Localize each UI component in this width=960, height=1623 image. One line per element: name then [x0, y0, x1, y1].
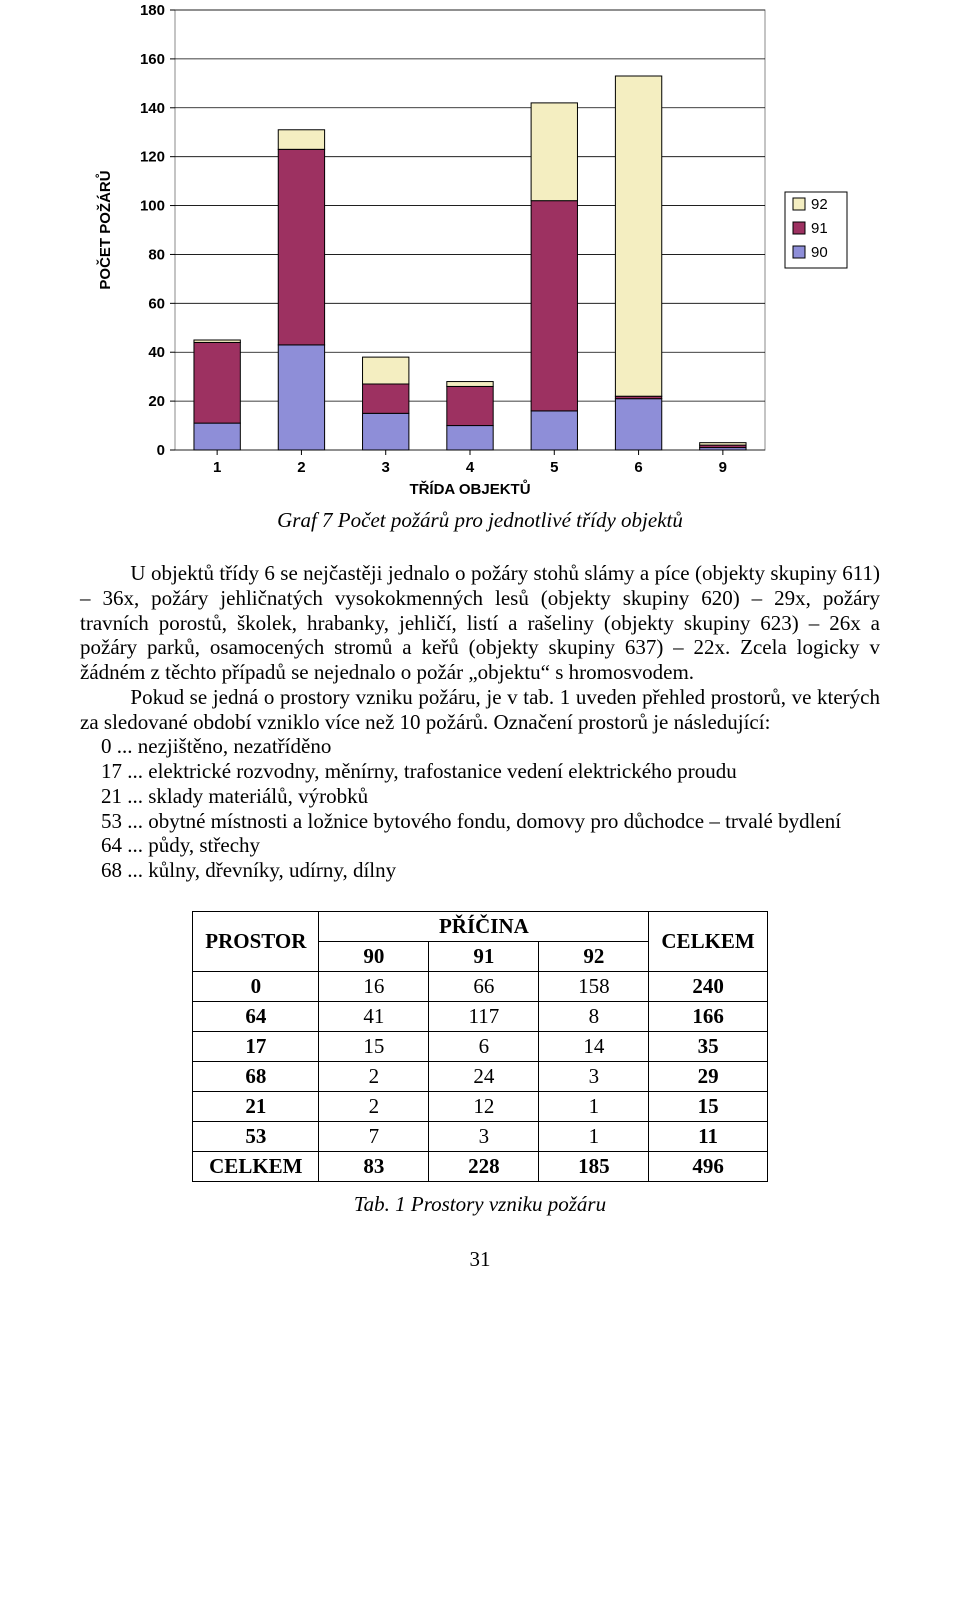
table-cell: CELKEM	[193, 1151, 319, 1181]
table-row: 5373111	[193, 1121, 767, 1151]
paragraph-2: Pokud se jedná o prostory vzniku požáru,…	[80, 685, 880, 735]
table-cell: 1	[539, 1121, 649, 1151]
table-cell: 15	[319, 1031, 429, 1061]
table-cell: 1	[539, 1091, 649, 1121]
chart-caption: Graf 7 Počet požárů pro jednotlivé třídy…	[80, 508, 880, 533]
svg-text:100: 100	[140, 198, 165, 215]
svg-text:6: 6	[634, 459, 642, 476]
table-cell: 2	[319, 1091, 429, 1121]
svg-text:20: 20	[148, 393, 165, 410]
legend-line-68: 68 ... kůlny, dřevníky, udírny, dílny	[80, 858, 880, 883]
table-cell: 53	[193, 1121, 319, 1151]
table-row: 68224329	[193, 1061, 767, 1091]
table-cell: 6	[429, 1031, 539, 1061]
svg-text:1: 1	[213, 459, 221, 476]
table-cell: 11	[649, 1121, 767, 1151]
svg-text:4: 4	[466, 459, 475, 476]
table-cell: 8	[539, 1001, 649, 1031]
table-cell: 16	[319, 971, 429, 1001]
paragraph-1: U objektů třídy 6 se nejčastěji jednalo …	[80, 561, 880, 685]
svg-text:120: 120	[140, 149, 165, 166]
table-cell: 12	[429, 1091, 539, 1121]
table-cell: 3	[429, 1121, 539, 1151]
svg-text:180: 180	[140, 2, 165, 19]
table-cell: 35	[649, 1031, 767, 1061]
table-row: 01666158240	[193, 971, 767, 1001]
table-cell: 14	[539, 1031, 649, 1061]
legend-line-0: 0 ... nezjištěno, nezatříděno	[80, 734, 880, 759]
svg-text:3: 3	[382, 459, 390, 476]
table-cell: 24	[429, 1061, 539, 1091]
legend-line-17: 17 ... elektrické rozvodny, měnírny, tra…	[80, 759, 880, 784]
legend-line-53: 53 ... obytné místnosti a ložnice bytové…	[80, 809, 880, 834]
svg-text:9: 9	[719, 459, 727, 476]
table-cell: 15	[649, 1091, 767, 1121]
th-sub-92: 92	[539, 941, 649, 971]
th-pricina: PŘÍČINA	[319, 911, 649, 941]
table-cell: 3	[539, 1061, 649, 1091]
svg-text:92: 92	[811, 196, 828, 213]
body-text: U objektů třídy 6 se nejčastěji jednalo …	[80, 561, 880, 883]
table-row: 171561435	[193, 1031, 767, 1061]
stacked-bar-chart: 0 20 40 60 80 100 120 140 160 180 POČET POŽÁRŮ 1 2 3 4…	[80, 0, 880, 500]
th-prostor: PROSTOR	[193, 911, 319, 971]
table-cell: 496	[649, 1151, 767, 1181]
svg-text:90: 90	[811, 244, 828, 261]
table-cell: 2	[319, 1061, 429, 1091]
table-cell: 64	[193, 1001, 319, 1031]
table-cell: 83	[319, 1151, 429, 1181]
page-number: 31	[80, 1247, 880, 1272]
table-cell: 158	[539, 971, 649, 1001]
svg-text:91: 91	[811, 220, 828, 237]
table-row: 21212115	[193, 1091, 767, 1121]
svg-text:60: 60	[148, 295, 165, 312]
th-sub-90: 90	[319, 941, 429, 971]
th-celkem: CELKEM	[649, 911, 767, 971]
table-cell: 21	[193, 1091, 319, 1121]
svg-text:POČET POŽÁRŮ: POČET POŽÁRŮ	[95, 170, 114, 289]
svg-text:TŘÍDA OBJEKTŮ: TŘÍDA OBJEKTŮ	[409, 479, 530, 498]
svg-text:5: 5	[550, 459, 558, 476]
th-sub-91: 91	[429, 941, 539, 971]
table-cell: 7	[319, 1121, 429, 1151]
table-row: CELKEM83228185496	[193, 1151, 767, 1181]
table-caption: Tab. 1 Prostory vzniku požáru	[80, 1192, 880, 1217]
table-cell: 66	[429, 971, 539, 1001]
table-cell: 41	[319, 1001, 429, 1031]
table-row: 64411178166	[193, 1001, 767, 1031]
table-cell: 29	[649, 1061, 767, 1091]
legend-line-64: 64 ... půdy, střechy	[80, 833, 880, 858]
table-cell: 17	[193, 1031, 319, 1061]
svg-text:160: 160	[140, 51, 165, 68]
svg-text:2: 2	[297, 459, 305, 476]
table-cell: 166	[649, 1001, 767, 1031]
data-table: PROSTOR PŘÍČINA CELKEM 90 91 92 01666158…	[192, 911, 767, 1182]
legend-line-21: 21 ... sklady materiálů, výrobků	[80, 784, 880, 809]
table-cell: 228	[429, 1151, 539, 1181]
chart-container: 0 20 40 60 80 100 120 140 160 180 POČET POŽÁRŮ 1 2 3 4…	[80, 0, 880, 500]
svg-text:140: 140	[140, 100, 165, 117]
svg-text:80: 80	[148, 246, 165, 263]
table-cell: 68	[193, 1061, 319, 1091]
table-cell: 0	[193, 971, 319, 1001]
table-cell: 240	[649, 971, 767, 1001]
table-cell: 185	[539, 1151, 649, 1181]
svg-text:40: 40	[148, 344, 165, 361]
svg-text:0: 0	[157, 442, 165, 459]
table-cell: 117	[429, 1001, 539, 1031]
